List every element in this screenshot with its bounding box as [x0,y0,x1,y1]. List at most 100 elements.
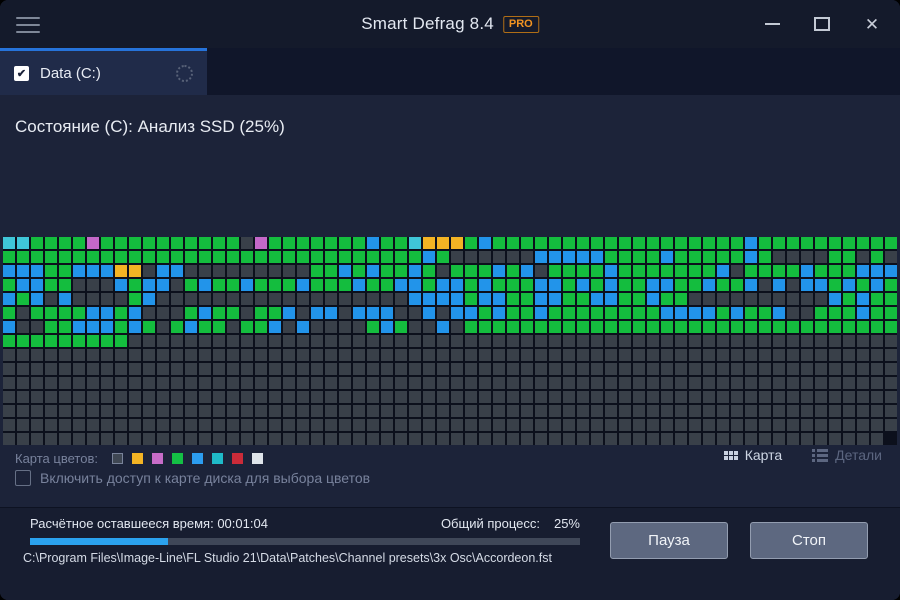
menu-icon[interactable] [16,17,40,33]
map-view-label: Карта [744,447,783,463]
map-access-option[interactable]: Включить доступ к карте диска для выбора… [15,470,370,486]
map-cell [185,377,197,389]
map-cell [479,405,491,417]
map-cell [59,405,71,417]
map-cell [507,405,519,417]
map-cell [451,391,463,403]
map-cell [661,419,673,431]
map-cell [577,419,589,431]
map-cell [339,391,351,403]
pause-button[interactable]: Пауза [610,522,728,559]
map-cell [731,419,743,431]
map-cell [325,349,337,361]
map-cell [843,377,855,389]
map-cell [129,377,141,389]
map-cell [871,349,883,361]
map-cell [241,433,253,445]
current-file-path: C:\Program Files\Image-Line\FL Studio 21… [23,551,552,565]
map-cell [395,265,407,277]
map-cell [521,363,533,375]
map-cell [465,321,477,333]
map-cell [801,391,813,403]
map-cell [353,349,365,361]
map-cell [605,251,617,263]
map-cell [353,335,365,347]
map-cell [59,377,71,389]
minimize-button[interactable] [762,14,782,34]
map-cell [3,265,15,277]
map-cell [479,433,491,445]
map-cell [3,279,15,291]
map-cell [493,391,505,403]
map-cell [129,419,141,431]
map-cell [255,307,267,319]
legend-swatch [191,452,203,464]
map-cell [129,321,141,333]
drive-checkbox[interactable]: ✔ [14,65,29,81]
map-cell [115,237,127,249]
map-cell [185,265,197,277]
close-button[interactable]: ✕ [864,14,880,34]
map-cell [409,363,421,375]
map-cell [549,349,561,361]
map-cell [339,237,351,249]
map-cell [283,391,295,403]
map-cell [87,433,99,445]
map-cell [325,293,337,305]
map-cell [353,321,365,333]
map-cell [577,237,589,249]
map-cell [563,251,575,263]
map-cell [423,349,435,361]
map-cell [185,363,197,375]
map-cell [255,405,267,417]
details-view-button[interactable]: Детали [812,447,882,463]
map-cell [381,237,393,249]
map-cell [759,405,771,417]
map-cell [563,391,575,403]
map-cell [885,377,897,389]
map-cell [129,307,141,319]
map-view-button[interactable]: Карта [723,447,783,463]
stop-button[interactable]: Стоп [750,522,868,559]
map-cell [633,377,645,389]
map-cell [437,321,449,333]
map-cell [731,265,743,277]
map-cell [465,391,477,403]
map-cell [563,307,575,319]
map-cell [17,237,29,249]
map-access-checkbox[interactable] [15,470,31,486]
map-cell [703,419,715,431]
map-cell [829,433,841,445]
map-cell [605,307,617,319]
map-cell [801,363,813,375]
map-cell [297,265,309,277]
map-cell [3,251,15,263]
map-cell [759,377,771,389]
map-cell [703,335,715,347]
map-cell [479,349,491,361]
map-cell [465,405,477,417]
remaining-time-value: 00:01:04 [217,516,268,531]
map-cell [451,349,463,361]
progress-bar-fill [30,538,168,545]
map-cell [773,237,785,249]
tab-data-c[interactable]: ✔ Data (C:) [0,48,207,95]
map-cell [703,307,715,319]
map-cell [493,265,505,277]
map-cell [311,391,323,403]
map-cell [549,377,561,389]
map-cell [745,349,757,361]
map-cell [647,363,659,375]
map-cell [689,335,701,347]
map-cell [353,251,365,263]
map-cell [815,391,827,403]
map-cell [199,237,211,249]
map-cell [801,321,813,333]
map-cell [213,307,225,319]
map-cell [647,377,659,389]
maximize-button[interactable] [812,14,832,34]
map-cell [367,335,379,347]
map-cell [31,419,43,431]
map-cell [857,251,869,263]
map-cell [745,307,757,319]
